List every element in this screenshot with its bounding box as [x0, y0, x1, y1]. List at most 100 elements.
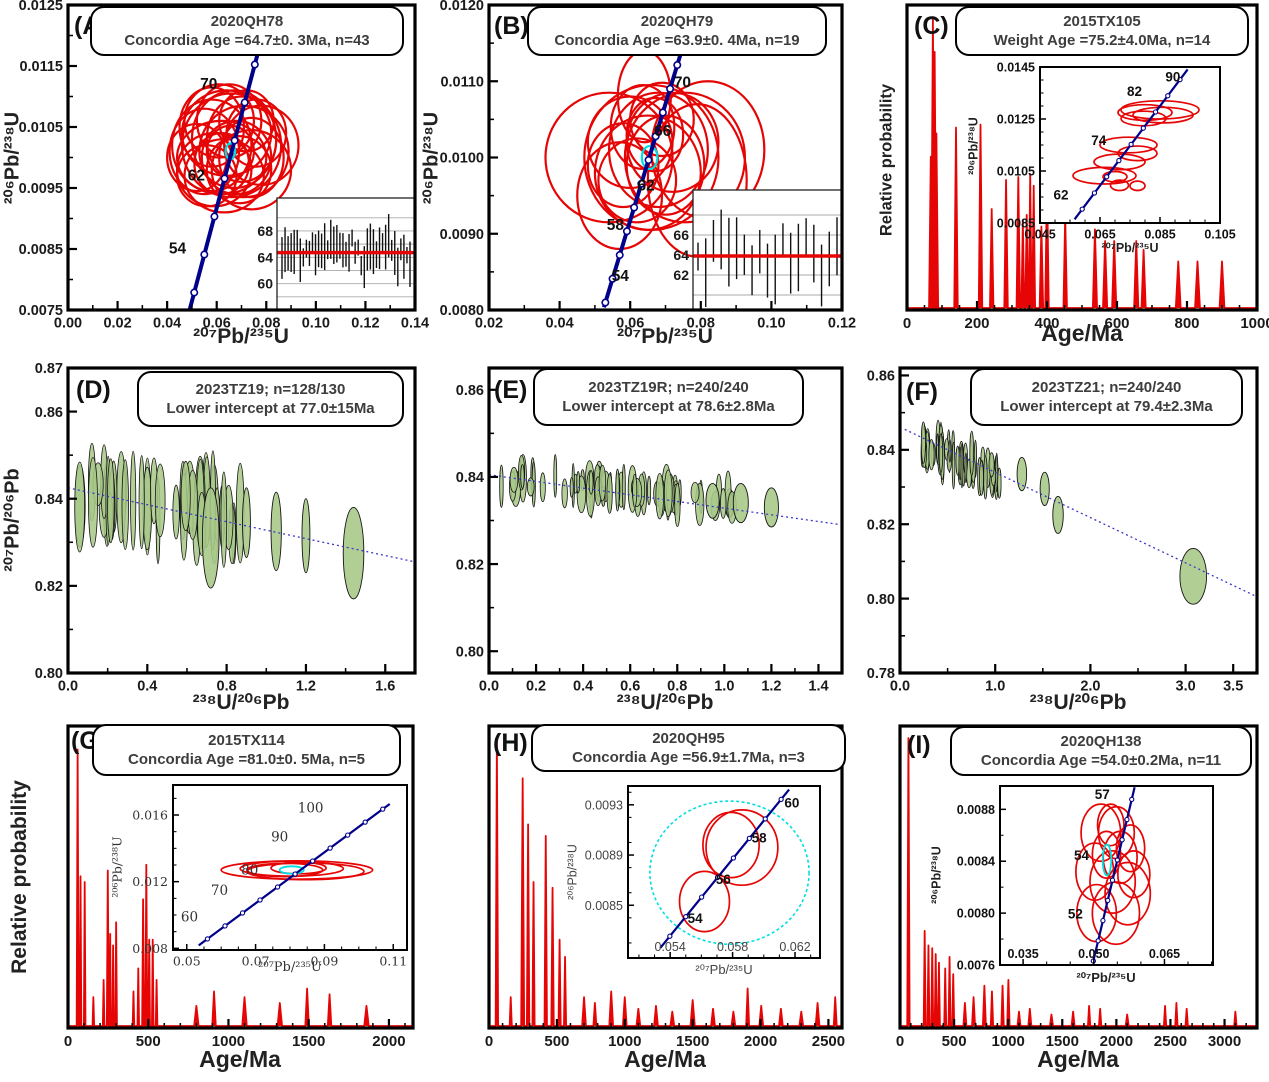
- error-ellipse: [121, 459, 129, 550]
- tick-label: 0.14: [401, 316, 429, 332]
- x-axis-title-h: Age/Ma: [624, 1046, 706, 1072]
- age-result: Weight Age =75.2±4.0Ma, n=14: [993, 32, 1211, 49]
- tick-label: 0.045: [1024, 228, 1055, 242]
- title-box-e: 2023TZ19R; n=240/240 Lower intercept at …: [533, 368, 804, 426]
- error-ellipse: [732, 483, 749, 524]
- concordia-age-marker: [1128, 141, 1134, 148]
- sample-name: 2020QH95: [652, 729, 725, 747]
- tick-label: 0.0085: [585, 899, 623, 913]
- tick-label: 0.0075: [19, 303, 63, 319]
- age-result: Lower intercept at 79.4±2.3Ma: [1000, 398, 1213, 415]
- tick-label: 68: [257, 223, 273, 239]
- probability-density-curve: [490, 737, 841, 1027]
- error-ellipse: [172, 484, 180, 540]
- y-axis-title-d: ²⁰⁷Pb/²⁰⁶Pb: [1, 468, 24, 572]
- concordia-age-marker: [658, 108, 667, 117]
- sample-name: 2015TX105: [1063, 12, 1141, 30]
- tick-label: 0.08: [252, 316, 280, 332]
- tick-label: 0.84: [456, 470, 484, 486]
- error-ellipse: [342, 506, 365, 600]
- error-ellipse: [1093, 153, 1146, 171]
- concordia-age-ellipse: [278, 865, 305, 875]
- plot-frame: [172, 784, 408, 951]
- tick-label: 1.2: [296, 679, 316, 695]
- tick-label: 0.0: [58, 679, 78, 695]
- tick-label: 62: [188, 168, 205, 185]
- concordia-age-marker: [380, 806, 386, 812]
- tick-label: 0.80: [867, 592, 895, 608]
- tick-label: 0.0076: [957, 959, 995, 973]
- age-result: Concordia Age =56.9±1.7Ma, n=3: [572, 749, 805, 766]
- error-ellipse: [951, 441, 956, 490]
- error-ellipse: [569, 477, 574, 498]
- plot-frame: [66, 3, 417, 312]
- error-ellipse: [674, 482, 681, 528]
- concordia-age-marker: [230, 136, 239, 145]
- probability-density-curve: [908, 16, 1256, 309]
- error-ellipse: [598, 464, 607, 502]
- tick-label: 0.0115: [19, 59, 63, 75]
- panel-letter-b: (B): [494, 12, 529, 40]
- error-ellipse: [154, 463, 166, 538]
- tick-label: 54: [169, 240, 187, 257]
- tick-label: 0.11: [379, 954, 407, 969]
- concordia-age-marker: [637, 179, 646, 188]
- sample-name: 2020QH79: [640, 12, 714, 30]
- tick-label: 800: [1174, 315, 1199, 332]
- tick-label: 0.09: [310, 954, 338, 969]
- error-ellipse: [629, 81, 695, 158]
- tick-label: 1000: [1240, 315, 1269, 332]
- title-box-a: 2020QH78 Concordia Age =64.7±0. 3Ma, n=4…: [90, 6, 404, 56]
- title-box-h: 2020QH95 Concordia Age =56.9±1.7Ma, n=3: [531, 724, 846, 772]
- concordia-age-marker: [630, 203, 639, 212]
- x-axis-title-e: ²³⁸U/²⁰⁶Pb: [616, 691, 714, 714]
- tick-label: 2.0: [1080, 679, 1100, 695]
- concordia-age-marker: [683, 913, 689, 920]
- tick-label: 0.82: [35, 579, 63, 595]
- tick-label: 90: [1165, 69, 1180, 84]
- tick-label: 2500: [1154, 1033, 1187, 1050]
- tick-label: 54: [688, 911, 704, 926]
- panel-c: 90 82 74 62 0.045 0.065 0.085 0.105 0.0145 0.0125…: [903, 3, 1269, 332]
- tick-label: 0.04: [545, 316, 573, 332]
- error-ellipse: [74, 461, 86, 553]
- error-ellipse: [130, 450, 137, 551]
- tick-label: 0.8: [217, 679, 237, 695]
- error-ellipse: [180, 460, 191, 532]
- tick-label: 3000: [1208, 1033, 1241, 1050]
- concordia-age-marker: [644, 156, 653, 165]
- inset-x-title-i: ²⁰⁷Pb/²³⁵U: [1076, 970, 1136, 985]
- concordia-age-marker: [239, 910, 246, 916]
- x-axis-title-d: ²³⁸U/²⁰⁶Pb: [192, 691, 290, 714]
- tick-label: 1500: [1046, 1033, 1079, 1050]
- tick-label: 0: [896, 1033, 904, 1050]
- error-ellipse: [576, 471, 581, 494]
- tick-label: 1000: [991, 1033, 1024, 1050]
- error-ellipse: [220, 471, 228, 568]
- tick-label: 1.6: [375, 679, 395, 695]
- plot-frame: [999, 785, 1214, 966]
- title-box-d: 2023TZ19; n=128/130 Lower intercept at 7…: [137, 371, 404, 427]
- inset-y-title-h: ²⁰⁶Pb/²³⁸U: [565, 844, 580, 900]
- tick-label: 90: [271, 829, 288, 845]
- concordia-age-marker: [274, 884, 281, 890]
- error-ellipse: [1109, 179, 1130, 192]
- tick-label: 0.0145: [997, 61, 1035, 75]
- panel-d: 0.0 0.4 0.8 1.2 1.6 0.87 0.86 0.84 0.82 0.80: [35, 361, 417, 695]
- concordia-age-marker: [698, 894, 705, 900]
- panel-letter-f: (F): [906, 378, 938, 406]
- error-ellipse: [499, 464, 504, 508]
- error-ellipse: [719, 488, 727, 519]
- error-ellipse: [1104, 861, 1152, 926]
- probability-density-curve: [69, 748, 412, 1027]
- panel-i: 57 54 52 0.035 0.050 0.065 0.0088 0.0084 0.0080 0…: [896, 724, 1259, 1050]
- tick-label: 0.085: [1144, 228, 1175, 242]
- error-ellipse: [936, 433, 939, 464]
- panel-e: 0.0 0.2 0.4 0.6 0.8 1.0 1.2 1.4 0.86 0.84 0.82 0.80: [456, 366, 844, 695]
- panel-letter-h: (H): [493, 729, 528, 757]
- error-ellipse: [969, 430, 974, 476]
- tick-label: 58: [752, 830, 768, 845]
- tick-label: 0.82: [867, 517, 895, 533]
- tick-label: 54: [612, 268, 630, 285]
